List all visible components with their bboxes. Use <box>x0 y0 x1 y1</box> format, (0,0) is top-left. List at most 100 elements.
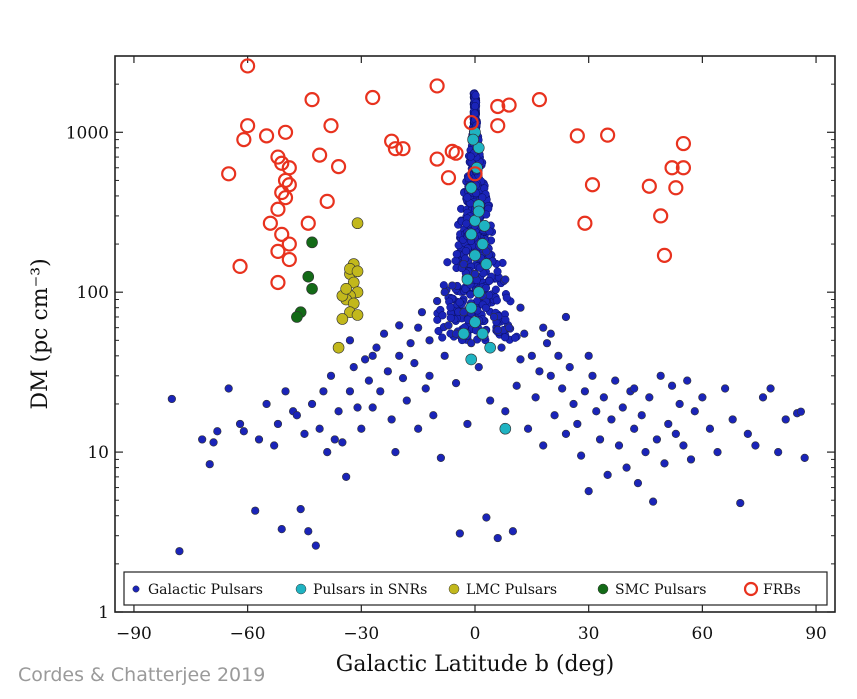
galactic-pulsars-point <box>224 384 233 393</box>
galactic-pulsars-point <box>607 415 616 424</box>
galactic-pulsars-point <box>429 411 438 420</box>
galactic-pulsars-point <box>406 339 415 348</box>
galactic-pulsars-point <box>698 393 707 402</box>
galactic-pulsars-point <box>686 455 696 464</box>
galactic-pulsars-point <box>622 463 631 472</box>
galactic-pulsars-point <box>800 453 809 462</box>
galactic-pulsars-point <box>523 424 533 433</box>
galactic-pulsar-cluster-point <box>455 298 464 307</box>
smc-pulsars-point <box>306 283 318 295</box>
galactic-pulsars-point <box>489 312 499 322</box>
galactic-pulsars-point <box>690 407 699 416</box>
legend-marker-galactic-pulsars <box>132 585 140 593</box>
frbs-point <box>656 247 673 263</box>
y-tick-label: 100 <box>77 283 109 303</box>
frbs-point <box>232 258 248 274</box>
frbs-point <box>330 159 347 175</box>
galactic-pulsars-point <box>311 541 320 550</box>
galactic-pulsars-point <box>273 419 283 429</box>
galactic-pulsars-point <box>573 419 582 429</box>
galactic-pulsars-point <box>558 384 567 393</box>
galactic-pulsars-point <box>379 329 389 338</box>
frbs-point <box>281 251 297 268</box>
galactic-pulsar-cluster-point <box>433 315 442 324</box>
galactic-pulsars-point <box>774 447 783 457</box>
galactic-pulsar-cluster-point <box>485 276 494 285</box>
galactic-pulsars-point <box>251 506 260 515</box>
galactic-pulsars-point <box>440 351 449 360</box>
galactic-pulsars-point <box>482 513 491 522</box>
frbs-point <box>448 145 464 161</box>
galactic-pulsars-point <box>656 371 665 380</box>
galactic-pulsars-point <box>444 321 453 330</box>
galactic-pulsars-point <box>410 359 419 368</box>
galactic-pulsars-point <box>326 371 336 380</box>
legend-marker-lmc-pulsars <box>448 583 460 595</box>
galactic-pulsars-point <box>520 329 529 338</box>
galactic-pulsars-point <box>345 387 355 396</box>
frbs-point <box>281 236 297 252</box>
x-tick-label: −90 <box>116 624 152 644</box>
galactic-pulsars-point <box>417 308 427 317</box>
galactic-pulsar-cluster-point <box>446 303 455 312</box>
galactic-pulsar-cluster-point <box>471 91 480 100</box>
galactic-pulsars-point <box>542 339 552 348</box>
galactic-pulsars-point <box>796 407 805 416</box>
galactic-pulsars-point <box>209 438 218 447</box>
galactic-pulsar-cluster-point <box>470 102 480 111</box>
x-tick-label: 30 <box>578 624 600 644</box>
galactic-pulsars-point <box>554 351 563 360</box>
galactic-pulsar-cluster-point <box>500 333 510 342</box>
x-axis-label: Galactic Latitude b (deg) <box>336 652 615 677</box>
galactic-pulsars-point <box>781 415 790 424</box>
galactic-pulsars-point <box>414 323 423 332</box>
galactic-pulsars-point <box>304 527 313 536</box>
data-points <box>167 58 809 556</box>
galactic-pulsars-point <box>455 529 464 538</box>
galactic-pulsars-point <box>368 351 377 360</box>
x-tick-label: 60 <box>692 624 714 644</box>
galactic-pulsars-point <box>505 323 514 332</box>
galactic-pulsars-point <box>357 424 366 433</box>
galactic-pulsars-point <box>611 376 620 385</box>
x-tick-label: 90 <box>805 624 827 644</box>
pulsars-in-snrs-point <box>461 273 474 286</box>
galactic-pulsars-point <box>569 399 578 409</box>
frbs-point <box>490 98 506 115</box>
pulsars-in-snrs-point <box>472 286 485 298</box>
pulsars-in-snrs-point <box>465 301 478 314</box>
smc-pulsars-point <box>306 236 318 249</box>
galactic-pulsars-point <box>664 419 673 429</box>
galactic-pulsar-cluster-point <box>439 281 448 290</box>
galactic-pulsars-point <box>649 497 658 506</box>
galactic-pulsars-point <box>296 505 305 514</box>
galactic-pulsars-point <box>292 411 301 420</box>
frbs-point <box>274 155 290 171</box>
galactic-pulsars-point <box>436 453 445 462</box>
pulsars-in-snrs-point <box>480 258 493 270</box>
galactic-pulsars-point <box>493 325 502 335</box>
frbs-point <box>395 141 411 157</box>
source-credit: Cordes & Chatterjee 2019 <box>18 664 266 686</box>
galactic-pulsars-point <box>577 451 586 460</box>
galactic-pulsars-point <box>486 396 495 405</box>
galactic-pulsars-point <box>440 288 449 297</box>
galactic-pulsar-cluster-point <box>501 315 510 324</box>
x-tick-label: 0 <box>470 624 481 644</box>
galactic-pulsars-point <box>493 533 502 543</box>
galactic-pulsar-cluster-point <box>462 219 471 228</box>
galactic-pulsars-point <box>342 472 351 481</box>
galactic-pulsars-point <box>345 336 355 345</box>
galactic-pulsars-point <box>402 396 411 405</box>
galactic-pulsars-point <box>501 407 510 416</box>
galactic-pulsars-point <box>546 371 555 380</box>
galactic-pulsars-point <box>675 399 684 409</box>
galactic-pulsars-point <box>512 381 521 390</box>
galactic-pulsar-cluster-point <box>492 296 501 305</box>
legend: Galactic Pulsars Pulsars in SNRs LMC Pulsa… <box>123 571 828 606</box>
pulsars-in-snrs-point <box>472 141 485 154</box>
galactic-pulsars-point <box>497 343 506 352</box>
galactic-pulsars-point <box>766 384 775 393</box>
galactic-pulsars-point <box>580 387 589 396</box>
